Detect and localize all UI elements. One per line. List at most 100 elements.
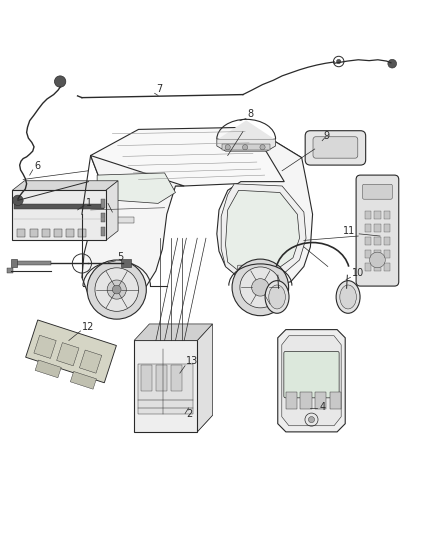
- Bar: [384, 211, 391, 219]
- Ellipse shape: [269, 285, 285, 309]
- Bar: [365, 237, 371, 245]
- Polygon shape: [278, 329, 345, 432]
- Bar: [222, 144, 270, 150]
- Text: 6: 6: [34, 160, 40, 171]
- Circle shape: [225, 144, 230, 150]
- Circle shape: [252, 279, 269, 296]
- Bar: [365, 263, 371, 271]
- Bar: [374, 237, 381, 245]
- Bar: [11, 259, 18, 267]
- Polygon shape: [197, 324, 212, 432]
- Bar: [156, 365, 167, 391]
- Polygon shape: [134, 324, 212, 341]
- Polygon shape: [35, 360, 61, 378]
- Bar: [300, 392, 312, 409]
- Circle shape: [95, 268, 138, 311]
- Polygon shape: [91, 127, 302, 186]
- Circle shape: [388, 59, 396, 68]
- Bar: [14, 261, 51, 265]
- Bar: [78, 229, 86, 237]
- Bar: [106, 217, 134, 223]
- Bar: [384, 250, 391, 258]
- Bar: [384, 224, 391, 232]
- FancyBboxPatch shape: [356, 175, 399, 286]
- Bar: [42, 229, 49, 237]
- Bar: [101, 213, 105, 222]
- Text: 10: 10: [352, 268, 364, 278]
- Text: 7: 7: [156, 84, 162, 94]
- Bar: [315, 392, 326, 409]
- Bar: [7, 268, 13, 273]
- Text: 13: 13: [186, 357, 198, 366]
- Polygon shape: [134, 341, 197, 432]
- Bar: [141, 365, 152, 391]
- Polygon shape: [282, 336, 341, 426]
- Bar: [374, 263, 381, 271]
- Polygon shape: [217, 127, 313, 286]
- Polygon shape: [57, 343, 79, 366]
- FancyBboxPatch shape: [237, 265, 272, 279]
- Circle shape: [107, 280, 126, 299]
- Bar: [54, 229, 62, 237]
- FancyBboxPatch shape: [363, 184, 392, 199]
- Polygon shape: [12, 181, 118, 190]
- Bar: [14, 204, 104, 209]
- Polygon shape: [97, 173, 176, 204]
- Text: 8: 8: [247, 109, 254, 119]
- Ellipse shape: [340, 285, 357, 309]
- Polygon shape: [82, 156, 184, 303]
- FancyBboxPatch shape: [313, 137, 358, 158]
- Text: 2: 2: [186, 409, 193, 418]
- Bar: [374, 224, 381, 232]
- FancyBboxPatch shape: [12, 190, 106, 240]
- Bar: [30, 229, 38, 237]
- Polygon shape: [226, 190, 300, 273]
- Bar: [365, 211, 371, 219]
- Polygon shape: [79, 350, 102, 373]
- Polygon shape: [134, 415, 212, 432]
- FancyBboxPatch shape: [284, 351, 339, 398]
- Bar: [101, 199, 105, 208]
- Text: 9: 9: [323, 132, 329, 141]
- Polygon shape: [26, 320, 117, 383]
- Bar: [18, 229, 25, 237]
- Bar: [374, 211, 381, 219]
- Polygon shape: [34, 335, 56, 358]
- Bar: [101, 228, 105, 236]
- Polygon shape: [217, 139, 276, 151]
- Bar: [384, 237, 391, 245]
- Polygon shape: [221, 184, 306, 279]
- FancyBboxPatch shape: [305, 131, 366, 165]
- Circle shape: [370, 252, 385, 268]
- Text: 4: 4: [319, 402, 325, 412]
- Bar: [365, 224, 371, 232]
- Polygon shape: [106, 181, 118, 240]
- Circle shape: [13, 195, 23, 206]
- Polygon shape: [218, 120, 274, 139]
- Bar: [374, 250, 381, 258]
- Bar: [365, 250, 371, 258]
- Bar: [384, 263, 391, 271]
- Circle shape: [240, 267, 281, 308]
- Circle shape: [243, 144, 248, 150]
- Circle shape: [87, 260, 146, 319]
- Bar: [66, 229, 74, 237]
- Bar: [330, 392, 341, 409]
- Text: 11: 11: [343, 226, 355, 236]
- Bar: [121, 259, 131, 267]
- Text: 5: 5: [117, 252, 123, 262]
- Circle shape: [308, 417, 314, 423]
- Bar: [138, 364, 193, 415]
- Text: 1: 1: [86, 198, 92, 208]
- Circle shape: [232, 259, 289, 316]
- Bar: [286, 392, 297, 409]
- Ellipse shape: [265, 281, 289, 313]
- Circle shape: [336, 59, 341, 63]
- Text: 12: 12: [82, 321, 94, 332]
- Circle shape: [113, 285, 121, 294]
- Bar: [171, 365, 182, 391]
- Circle shape: [260, 144, 265, 150]
- Polygon shape: [70, 372, 96, 389]
- Circle shape: [54, 76, 66, 87]
- Ellipse shape: [336, 281, 360, 313]
